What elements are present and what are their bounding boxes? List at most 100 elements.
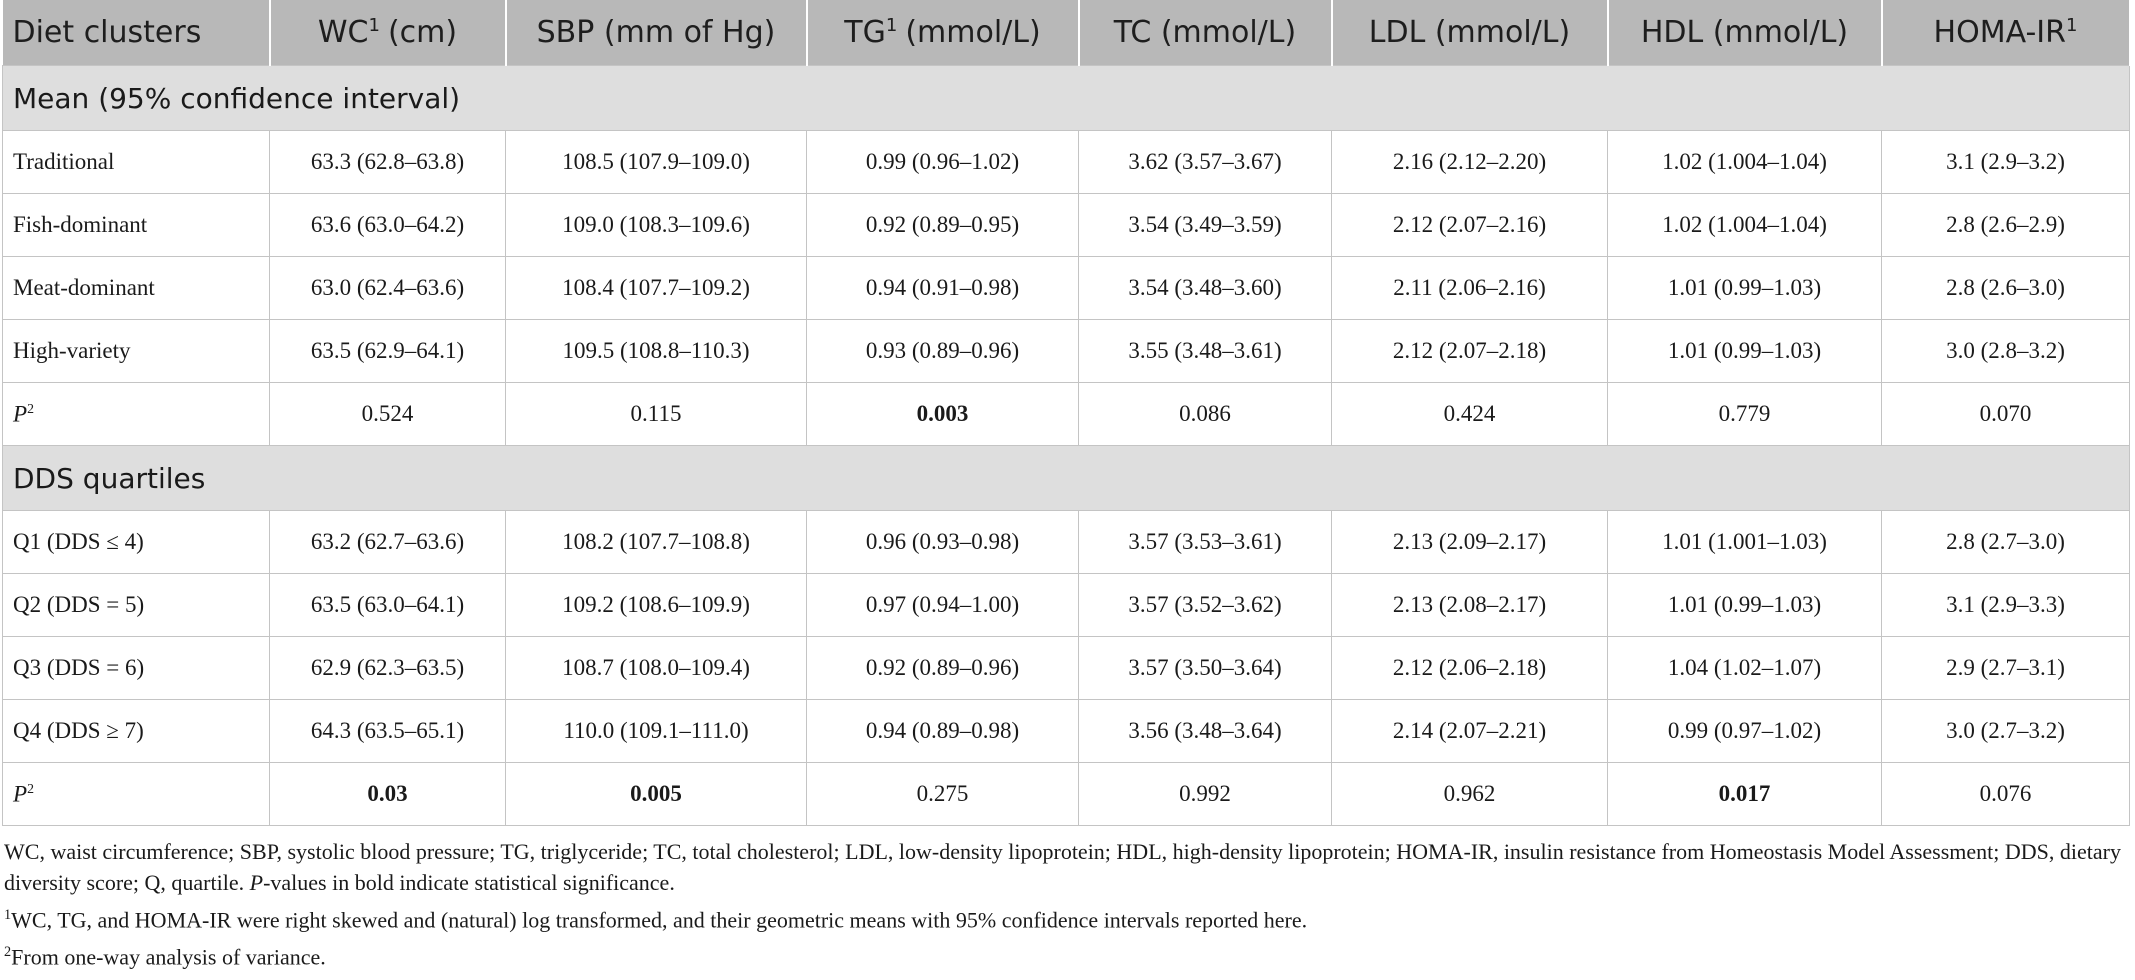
value-cell: 108.5 (107.9–109.0) xyxy=(505,130,807,194)
header-label: TG xyxy=(844,15,886,50)
value-cell: 0.275 xyxy=(806,762,1079,826)
header-cell: TG1 (mmol/L) xyxy=(806,0,1080,66)
value-cell: 63.6 (63.0–64.2) xyxy=(269,193,506,257)
value-cell: 1.01 (0.99–1.03) xyxy=(1607,256,1882,320)
header-label: Diet clusters xyxy=(12,15,202,50)
value-cell: 64.3 (63.5–65.1) xyxy=(269,699,506,763)
data-row: Q1 (DDS ≤ 4) 63.2 (62.7–63.6) 108.2 (107.7… xyxy=(2,510,2130,574)
footnote: 1WC, TG, and HOMA-IR were right skewed a… xyxy=(4,900,2131,935)
value-cell: 0.99 (0.97–1.02) xyxy=(1607,699,1882,763)
row-label-text: Q2 (DDS = 5) xyxy=(13,592,145,617)
value-cell: 3.0 (2.8–3.2) xyxy=(1881,319,2130,383)
header-label: HOMA-IR xyxy=(1933,15,2066,50)
section-title: Mean (95% confidence interval) xyxy=(2,65,2130,131)
header-unit: (mmol/L) xyxy=(905,15,1041,50)
header-cell: HDL (mmol/L) xyxy=(1607,0,1883,66)
value-cell: 3.1 (2.9–3.2) xyxy=(1881,130,2130,194)
data-row: Q2 (DDS = 5) 63.5 (63.0–64.1) 109.2 (108.6… xyxy=(2,573,2130,637)
value-cell: 0.03 xyxy=(269,762,506,826)
value-cell: 0.92 (0.89–0.96) xyxy=(806,636,1079,700)
section-title: DDS quartiles xyxy=(2,445,2130,511)
value-cell: 2.8 (2.6–3.0) xyxy=(1881,256,2130,320)
value-cell: 0.003 xyxy=(806,382,1079,446)
data-row: High-variety 63.5 (62.9–64.1) 109.5 (108.8… xyxy=(2,319,2130,383)
header-cell: LDL (mmol/L) xyxy=(1331,0,1609,66)
value-cell: 1.01 (0.99–1.03) xyxy=(1607,573,1882,637)
value-cell: 109.5 (108.8–110.3) xyxy=(505,319,807,383)
data-row: Q3 (DDS = 6) 62.9 (62.3–63.5) 108.7 (108.0… xyxy=(2,636,2130,700)
row-label: Q2 (DDS = 5) xyxy=(2,573,270,637)
footnote-text: WC, TG, and HOMA-IR were right skewed an… xyxy=(11,907,1308,933)
value-cell: 3.56 (3.48–3.64) xyxy=(1078,699,1332,763)
row-label-text: Traditional xyxy=(13,149,115,174)
row-label: High-variety xyxy=(2,319,270,383)
significance-note: -values in bold indicate statistical sig… xyxy=(263,870,675,895)
value-cell: 3.54 (3.49–3.59) xyxy=(1078,193,1332,257)
value-cell: 2.12 (2.06–2.18) xyxy=(1331,636,1608,700)
abbreviations: WC, waist circumference; SBP, systolic b… xyxy=(4,839,2121,895)
value-cell: 3.1 (2.9–3.3) xyxy=(1881,573,2130,637)
value-cell: 63.0 (62.4–63.6) xyxy=(269,256,506,320)
value-cell: 3.57 (3.50–3.64) xyxy=(1078,636,1332,700)
italic-p: P xyxy=(249,870,264,895)
row-label: P2 xyxy=(2,382,270,446)
footnotes: 1WC, TG, and HOMA-IR were right skewed a… xyxy=(4,900,2131,973)
data-row: Traditional 63.3 (62.8–63.8) 108.5 (107.9–… xyxy=(2,130,2130,194)
header-cell: Diet clusters xyxy=(2,0,271,66)
value-cell: 0.96 (0.93–0.98) xyxy=(806,510,1079,574)
value-cell: 0.93 (0.89–0.96) xyxy=(806,319,1079,383)
value-cell: 63.5 (62.9–64.1) xyxy=(269,319,506,383)
row-label-text: Fish-dominant xyxy=(13,212,148,237)
value-cell: 0.92 (0.89–0.95) xyxy=(806,193,1079,257)
header-label: LDL (mmol/L) xyxy=(1368,15,1571,50)
section-row: DDS quartiles xyxy=(2,445,2130,511)
value-cell: 108.4 (107.7–109.2) xyxy=(505,256,807,320)
data-row: Fish-dominant 63.6 (63.0–64.2) 109.0 (108.… xyxy=(2,193,2130,257)
value-cell: 110.0 (109.1–111.0) xyxy=(505,699,807,763)
row-label: Q1 (DDS ≤ 4) xyxy=(2,510,270,574)
data-row: P2 0.524 0.115 0.003 0.086 0.424 0.779 0.070 xyxy=(2,382,2130,446)
row-label: Traditional xyxy=(2,130,270,194)
value-cell: 63.2 (62.7–63.6) xyxy=(269,510,506,574)
data-table: Diet clusters WC1 (cm) SBP (mm of Hg) TG1 (mm… xyxy=(2,0,2131,826)
value-cell: 0.076 xyxy=(1881,762,2130,826)
row-label-text: P xyxy=(13,781,28,807)
row-label-text: Meat-dominant xyxy=(13,275,155,300)
header-label: SBP (mm of Hg) xyxy=(536,15,776,50)
row-label: Meat-dominant xyxy=(2,256,270,320)
value-cell: 2.12 (2.07–2.16) xyxy=(1331,193,1608,257)
value-cell: 3.55 (3.48–3.61) xyxy=(1078,319,1332,383)
value-cell: 2.12 (2.07–2.18) xyxy=(1331,319,1608,383)
value-cell: 2.8 (2.6–2.9) xyxy=(1881,193,2130,257)
value-cell: 1.02 (1.004–1.04) xyxy=(1607,130,1882,194)
value-cell: 2.11 (2.06–2.16) xyxy=(1331,256,1608,320)
data-row: P2 0.03 0.005 0.275 0.992 0.962 0.017 0.076 xyxy=(2,762,2130,826)
value-cell: 2.13 (2.09–2.17) xyxy=(1331,510,1608,574)
value-cell: 0.962 xyxy=(1331,762,1608,826)
value-cell: 108.2 (107.7–108.8) xyxy=(505,510,807,574)
row-label-text: P xyxy=(13,401,28,427)
footnote: 2From one-way analysis of variance. xyxy=(4,937,2131,972)
row-label-text: High-variety xyxy=(13,338,131,363)
table-body: Mean (95% confidence interval) Traditiona… xyxy=(2,65,2130,826)
value-cell: 2.8 (2.7–3.0) xyxy=(1881,510,2130,574)
footnote-mark: 1 xyxy=(4,907,12,923)
value-cell: 2.14 (2.07–2.21) xyxy=(1331,699,1608,763)
abbreviations-note: WC, waist circumference; SBP, systolic b… xyxy=(4,836,2131,898)
value-cell: 3.62 (3.57–3.67) xyxy=(1078,130,1332,194)
value-cell: 1.02 (1.004–1.04) xyxy=(1607,193,1882,257)
value-cell: 2.13 (2.08–2.17) xyxy=(1331,573,1608,637)
data-row: Q4 (DDS ≥ 7) 64.3 (63.5–65.1) 110.0 (109.1… xyxy=(2,699,2130,763)
value-cell: 2.16 (2.12–2.20) xyxy=(1331,130,1608,194)
value-cell: 1.01 (0.99–1.03) xyxy=(1607,319,1882,383)
value-cell: 0.99 (0.96–1.02) xyxy=(806,130,1079,194)
value-cell: 1.01 (1.001–1.03) xyxy=(1607,510,1882,574)
row-label-text: Q3 (DDS = 6) xyxy=(13,655,145,680)
value-cell: 2.9 (2.7–3.1) xyxy=(1881,636,2130,700)
value-cell: 0.017 xyxy=(1607,762,1882,826)
value-cell: 0.524 xyxy=(269,382,506,446)
footnote-mark: 2 xyxy=(4,944,12,961)
header-row: Diet clusters WC1 (cm) SBP (mm of Hg) TG1 (mm… xyxy=(2,0,2131,66)
value-cell: 0.94 (0.89–0.98) xyxy=(806,699,1079,763)
